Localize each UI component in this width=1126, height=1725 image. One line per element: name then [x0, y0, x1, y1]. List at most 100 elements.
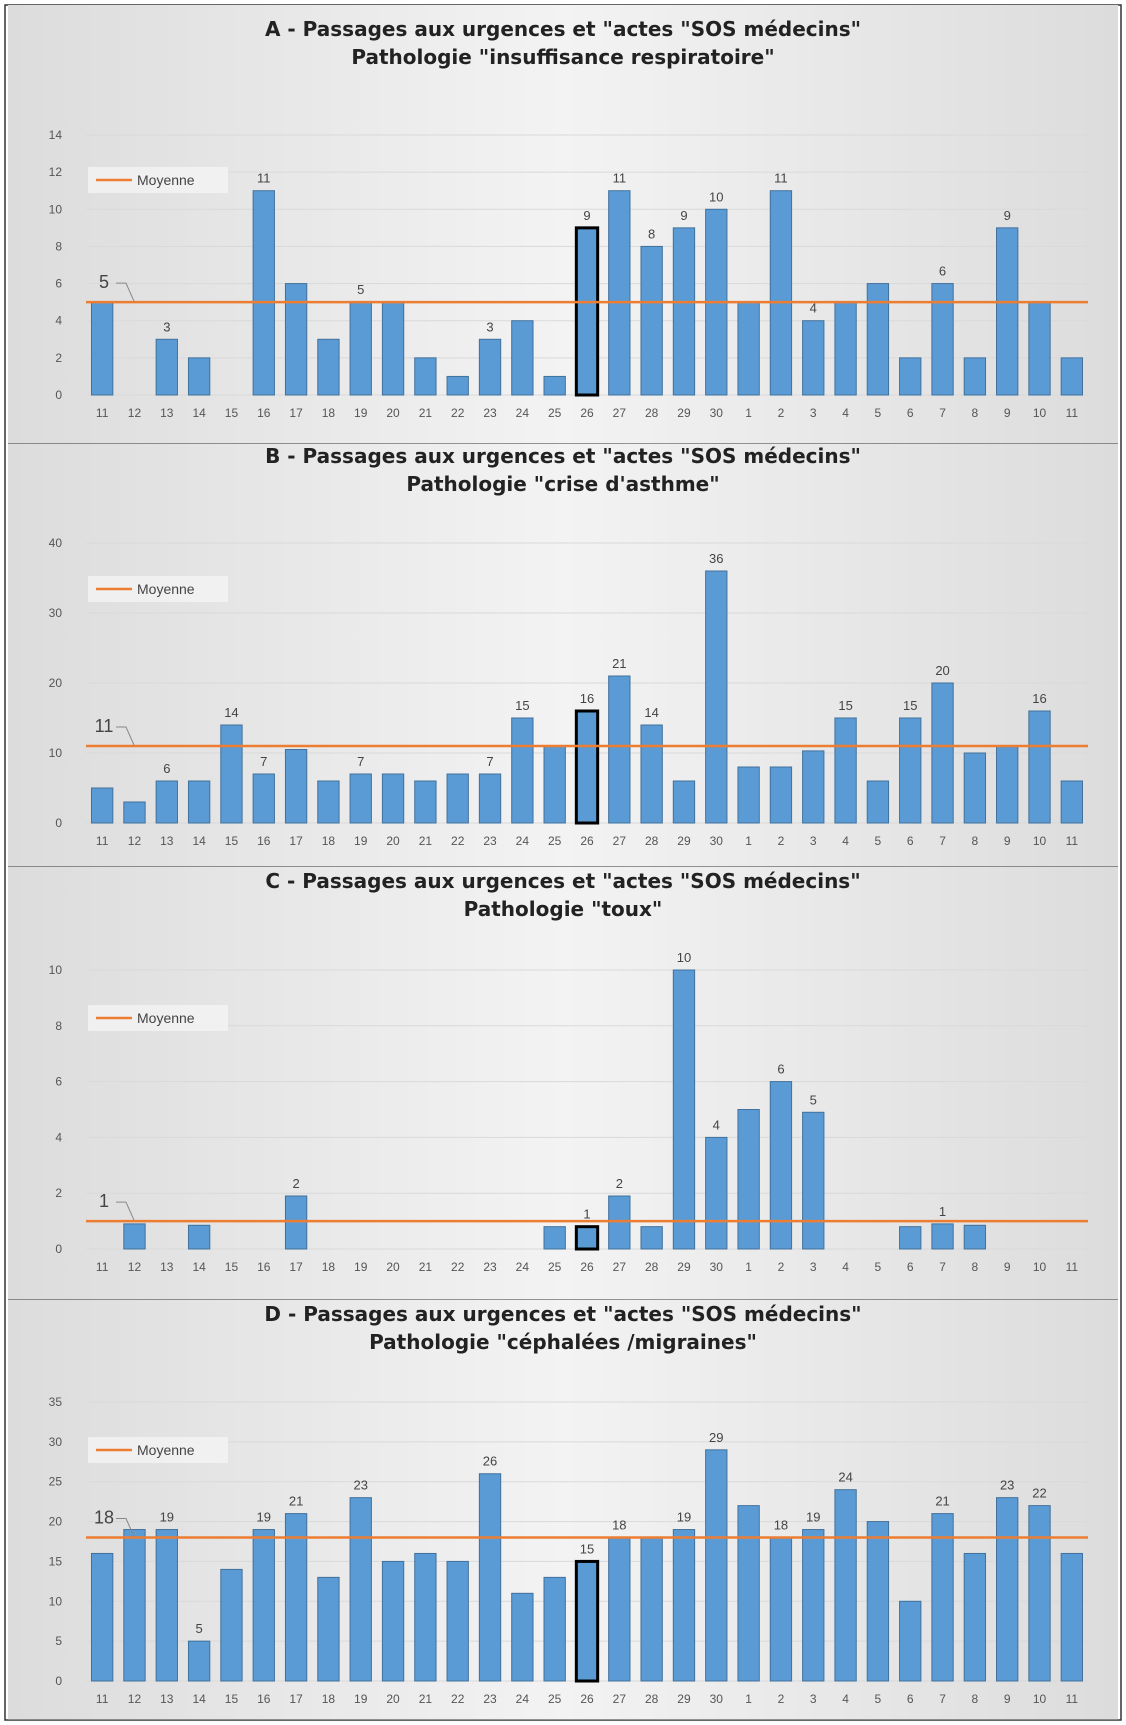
x-tick-label: 19 — [354, 406, 368, 420]
x-tick-label: 30 — [710, 1692, 724, 1706]
bar — [737, 1505, 760, 1682]
x-tick-label: 18 — [322, 406, 336, 420]
bar — [90, 787, 114, 824]
data-label: 1 — [939, 1204, 946, 1219]
bar — [931, 1513, 954, 1682]
x-tick-label: 30 — [710, 406, 724, 420]
bar — [381, 1560, 405, 1682]
x-tick-label: 28 — [645, 1260, 659, 1274]
y-tick-label: 5 — [55, 1634, 62, 1648]
x-tick-label: 15 — [225, 834, 239, 848]
x-tick-label: 4 — [842, 406, 849, 420]
x-tick-label: 6 — [907, 834, 914, 848]
bar — [220, 724, 243, 824]
bar — [608, 190, 631, 396]
y-tick-label: 2 — [55, 351, 62, 365]
legend-label: Moyenne — [137, 1442, 195, 1458]
bar — [899, 1226, 922, 1250]
x-tick-label: 20 — [386, 406, 400, 420]
x-tick-label: 1 — [745, 1692, 752, 1706]
bar — [996, 1497, 1019, 1682]
x-tick-label: 24 — [516, 1260, 530, 1274]
bar — [187, 780, 211, 824]
mean-label-leader — [116, 1518, 135, 1537]
data-label: 14 — [644, 705, 658, 720]
bar — [1028, 301, 1051, 396]
bar — [252, 1529, 275, 1682]
data-label: 9 — [680, 208, 687, 223]
x-tick-label: 6 — [907, 1260, 914, 1274]
bar — [1028, 1505, 1051, 1682]
bar — [155, 338, 178, 396]
bar — [543, 1226, 566, 1250]
x-tick-label: 12 — [128, 834, 142, 848]
bar — [446, 1560, 469, 1682]
x-tick-label: 8 — [972, 1692, 979, 1706]
bar — [543, 745, 566, 824]
bar — [414, 1552, 437, 1682]
x-tick-label: 19 — [354, 834, 368, 848]
y-tick-label: 10 — [49, 1594, 63, 1608]
bar — [446, 773, 469, 824]
chart-subtitle: Pathologie "crise d'asthme" — [406, 472, 719, 496]
x-tick-label: 13 — [160, 834, 174, 848]
x-tick-label: 12 — [128, 406, 142, 420]
legend-label: Moyenne — [137, 172, 195, 188]
x-tick-label: 6 — [907, 1692, 914, 1706]
x-tick-label: 1 — [745, 1260, 752, 1274]
bar — [478, 1473, 502, 1682]
bar — [187, 1224, 211, 1250]
x-tick-label: 8 — [972, 1260, 979, 1274]
data-label: 5 — [196, 1621, 203, 1636]
bar — [802, 1529, 825, 1682]
x-tick-label: 20 — [386, 834, 400, 848]
x-tick-label: 23 — [483, 1260, 497, 1274]
data-label: 20 — [935, 663, 949, 678]
bar — [931, 682, 954, 824]
bar — [802, 750, 825, 824]
data-label: 26 — [483, 1454, 497, 1469]
bar — [640, 724, 663, 824]
x-tick-label: 28 — [645, 406, 659, 420]
chart-subtitle: Pathologie "insuffisance respiratoire" — [351, 45, 774, 69]
x-tick-label: 16 — [257, 1260, 271, 1274]
x-tick-label: 11 — [1066, 1260, 1079, 1274]
y-tick-label: 0 — [55, 816, 62, 830]
bar — [963, 752, 987, 824]
bar — [802, 1111, 825, 1250]
bar — [187, 1640, 211, 1682]
bar — [381, 301, 405, 396]
x-tick-label: 16 — [257, 406, 271, 420]
y-tick-label: 6 — [55, 1075, 62, 1089]
x-tick-label: 26 — [580, 1260, 594, 1274]
x-tick-label: 23 — [483, 834, 497, 848]
bar — [284, 283, 308, 396]
x-tick-label: 28 — [645, 834, 659, 848]
chart-title: D - Passages aux urgences et "actes "SOS… — [264, 1302, 861, 1326]
bar — [866, 283, 890, 396]
data-label: 8 — [648, 226, 655, 241]
bar — [317, 1576, 340, 1682]
x-tick-label: 24 — [516, 834, 530, 848]
x-tick-label: 10 — [1033, 834, 1047, 848]
x-tick-label: 5 — [875, 1692, 882, 1706]
bar — [672, 969, 696, 1250]
x-tick-label: 11 — [1066, 406, 1079, 420]
data-label: 11 — [257, 171, 271, 186]
x-tick-label: 30 — [710, 1260, 724, 1274]
bar — [187, 357, 211, 396]
x-tick-label: 16 — [257, 834, 271, 848]
x-tick-label: 12 — [128, 1260, 142, 1274]
y-tick-label: 8 — [55, 1019, 62, 1033]
y-tick-label: 14 — [49, 128, 63, 142]
bar — [1028, 710, 1051, 824]
x-tick-label: 7 — [939, 1692, 946, 1706]
bar — [899, 717, 922, 824]
y-tick-label: 0 — [55, 1674, 62, 1688]
data-label: 4 — [810, 301, 817, 316]
x-tick-label: 19 — [354, 1692, 368, 1706]
bar — [349, 301, 372, 396]
bar — [123, 801, 146, 824]
bar — [640, 245, 663, 396]
x-tick-label: 24 — [516, 1692, 530, 1706]
